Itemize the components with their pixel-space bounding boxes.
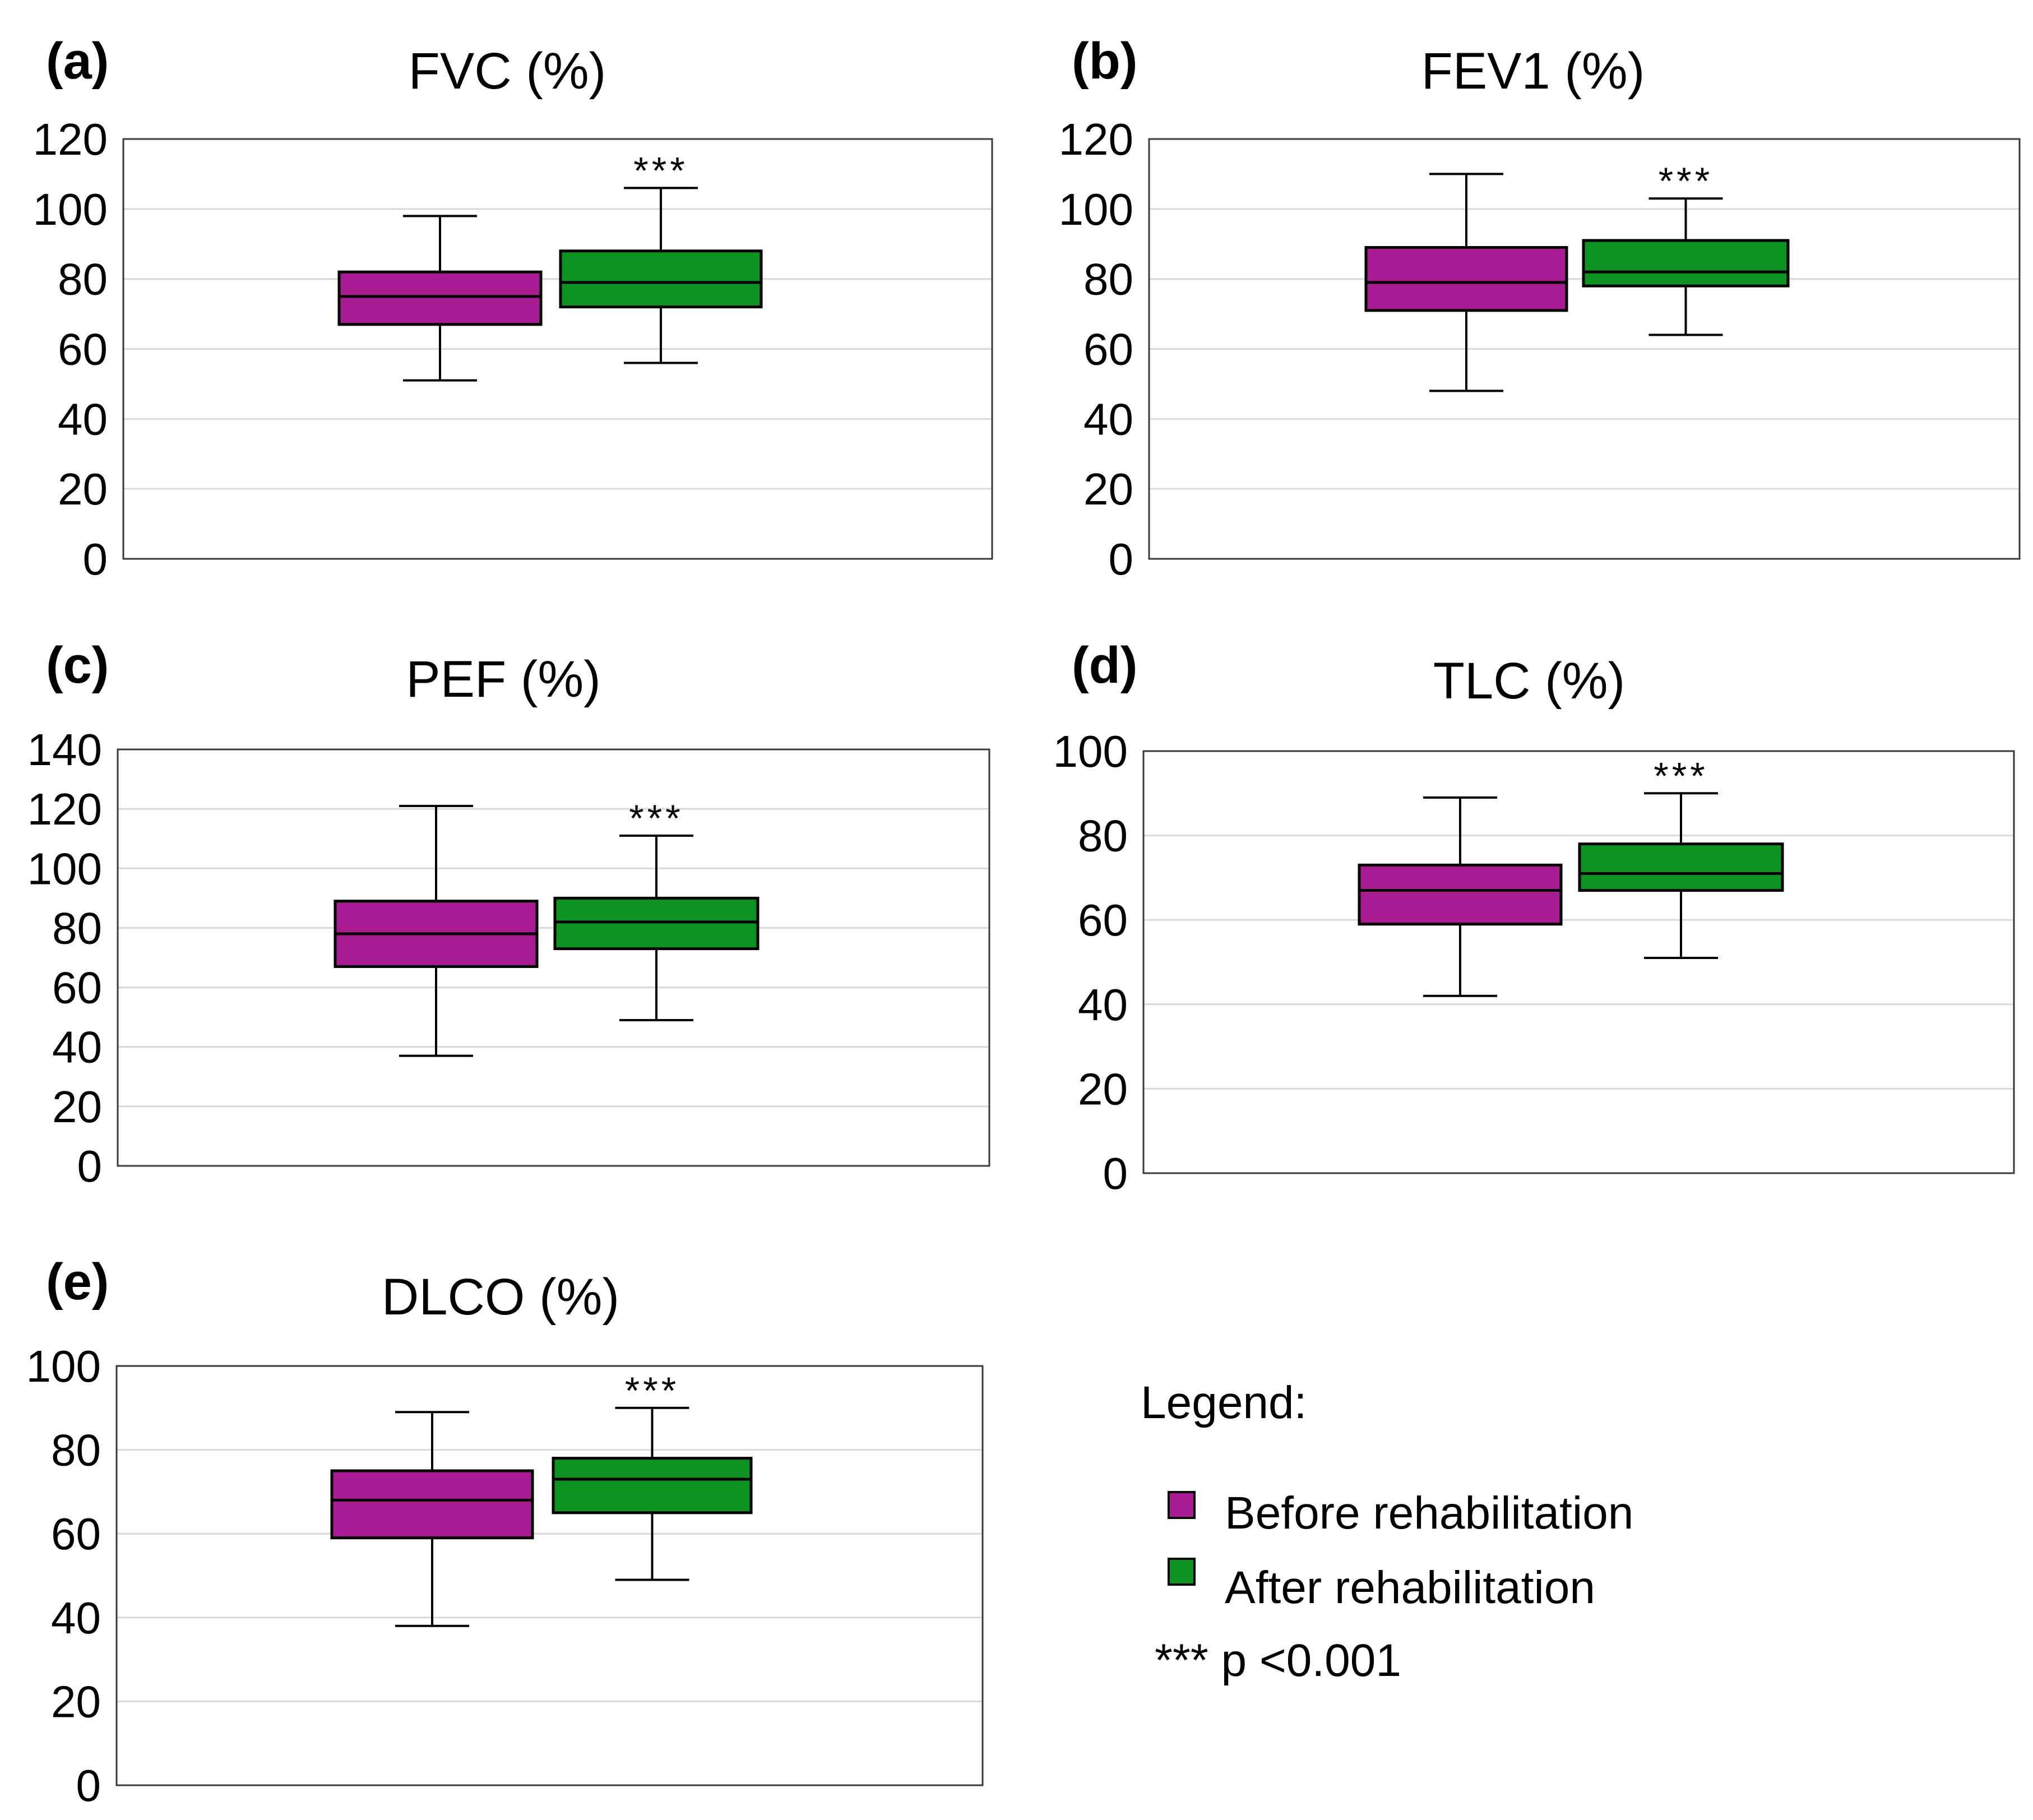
y-tick-label: 40 bbox=[58, 394, 108, 444]
y-tick-label: 80 bbox=[58, 254, 108, 304]
y-tick-label: 0 bbox=[77, 1141, 103, 1191]
chart-title: PEF (%) bbox=[406, 651, 601, 708]
y-tick-label: 40 bbox=[1083, 394, 1133, 444]
plot-frame bbox=[115, 1365, 984, 1786]
legend-swatch-after bbox=[1168, 1558, 1196, 1586]
y-tick-label: 20 bbox=[1078, 1064, 1128, 1114]
significance-marker: *** bbox=[1654, 754, 1708, 797]
legend-significance-note: *** p <0.001 bbox=[1155, 1635, 1401, 1686]
legend-label-before: Before rehabilitation bbox=[1225, 1488, 1633, 1539]
plot-frame bbox=[117, 748, 990, 1167]
chart-panels: 0 20 40 60 80 100 120 (a) FVC (%) *** 0 20 40 60 80 100… bbox=[26, 33, 2021, 1810]
box-after: *** bbox=[552, 1369, 753, 1581]
iqr-box bbox=[552, 1457, 753, 1515]
y-tick-label: 120 bbox=[27, 784, 102, 834]
box-before bbox=[337, 215, 543, 382]
chart-panel: 0 20 40 60 80 100 120 (a) FVC (%) *** bbox=[33, 33, 993, 584]
legend-label-after: After rehabilitation bbox=[1225, 1562, 1595, 1613]
y-tick-label: 60 bbox=[1078, 895, 1128, 945]
box-before bbox=[1364, 173, 1568, 392]
y-tick-label: 0 bbox=[76, 1761, 101, 1810]
iqr-box bbox=[559, 249, 763, 309]
chart-panel: 0 20 40 60 80 100 120 (b) FEV1 (%) *** bbox=[1059, 33, 2021, 584]
y-tick-label: 100 bbox=[26, 1341, 101, 1391]
y-tick-label: 120 bbox=[33, 114, 108, 164]
y-tick-label: 0 bbox=[1109, 534, 1134, 584]
y-tick-label: 20 bbox=[1083, 464, 1133, 514]
plot-frame bbox=[1148, 138, 2021, 560]
iqr-box bbox=[1578, 842, 1784, 892]
legend: Legend: Before rehabilitation After reha… bbox=[1141, 1377, 1633, 1686]
chart-title: DLCO (%) bbox=[382, 1268, 619, 1326]
box-after: *** bbox=[1578, 754, 1784, 959]
iqr-box bbox=[330, 1469, 534, 1540]
panel-label: (c) bbox=[46, 637, 109, 694]
y-tick-label: 60 bbox=[52, 963, 102, 1013]
y-tick-label: 0 bbox=[83, 534, 108, 584]
legend-title: Legend: bbox=[1141, 1377, 1307, 1428]
chart-panel: 0 20 40 60 80 100 (e) DLCO (%)*** bbox=[26, 1253, 984, 1810]
y-tick-label: 80 bbox=[1083, 254, 1133, 304]
panel-label: (a) bbox=[46, 33, 109, 90]
box-after: *** bbox=[553, 797, 760, 1021]
chart-title: FVC (%) bbox=[409, 43, 606, 100]
y-tick-label: 60 bbox=[1083, 325, 1133, 374]
box-before bbox=[330, 1411, 534, 1627]
legend-swatch-before bbox=[1168, 1491, 1196, 1519]
chart-panel: 0 20 40 60 80 100 (d) TLC (%) *** bbox=[1053, 637, 2015, 1198]
significance-marker: *** bbox=[633, 149, 688, 192]
y-tick-label: 100 bbox=[33, 184, 108, 234]
y-tick-label: 80 bbox=[1078, 811, 1128, 861]
y-tick-label: 40 bbox=[52, 1022, 102, 1072]
iqr-box bbox=[1364, 246, 1568, 312]
chart-title: TLC (%) bbox=[1433, 652, 1625, 710]
y-tick-label: 40 bbox=[51, 1593, 101, 1643]
y-tick-label: 80 bbox=[51, 1425, 101, 1475]
box-after: *** bbox=[559, 149, 763, 364]
y-tick-label: 120 bbox=[1059, 114, 1133, 164]
significance-marker: *** bbox=[625, 1369, 679, 1412]
significance-marker: *** bbox=[1659, 160, 1713, 202]
y-tick-label: 0 bbox=[1103, 1149, 1128, 1198]
plot-frame bbox=[122, 138, 993, 560]
significance-marker: *** bbox=[629, 797, 683, 840]
chart-panel: 0 20 40 60 80 100 120 140 (c) PEF (%) *** bbox=[27, 637, 990, 1191]
box-before bbox=[1358, 796, 1563, 997]
y-tick-label: 60 bbox=[51, 1509, 101, 1559]
y-tick-label: 140 bbox=[27, 725, 102, 775]
iqr-box bbox=[1358, 863, 1563, 926]
y-tick-label: 100 bbox=[1053, 726, 1128, 776]
y-tick-label: 80 bbox=[52, 903, 102, 953]
y-tick-label: 60 bbox=[58, 325, 108, 374]
y-tick-label: 20 bbox=[52, 1082, 102, 1132]
plot-frame bbox=[1142, 750, 2015, 1174]
y-tick-label: 40 bbox=[1078, 980, 1128, 1030]
chart-title: FEV1 (%) bbox=[1421, 43, 1645, 100]
y-tick-label: 20 bbox=[51, 1677, 101, 1726]
iqr-box bbox=[337, 270, 543, 326]
box-after: *** bbox=[1582, 160, 1790, 336]
panel-label: (b) bbox=[1072, 33, 1137, 90]
panel-label: (d) bbox=[1072, 637, 1137, 694]
box-before bbox=[334, 804, 539, 1057]
iqr-box bbox=[553, 896, 760, 951]
y-tick-label: 100 bbox=[27, 844, 102, 893]
y-tick-label: 20 bbox=[58, 464, 108, 514]
panel-label: (e) bbox=[46, 1253, 109, 1310]
iqr-box bbox=[1582, 239, 1790, 288]
y-tick-label: 100 bbox=[1059, 184, 1133, 234]
